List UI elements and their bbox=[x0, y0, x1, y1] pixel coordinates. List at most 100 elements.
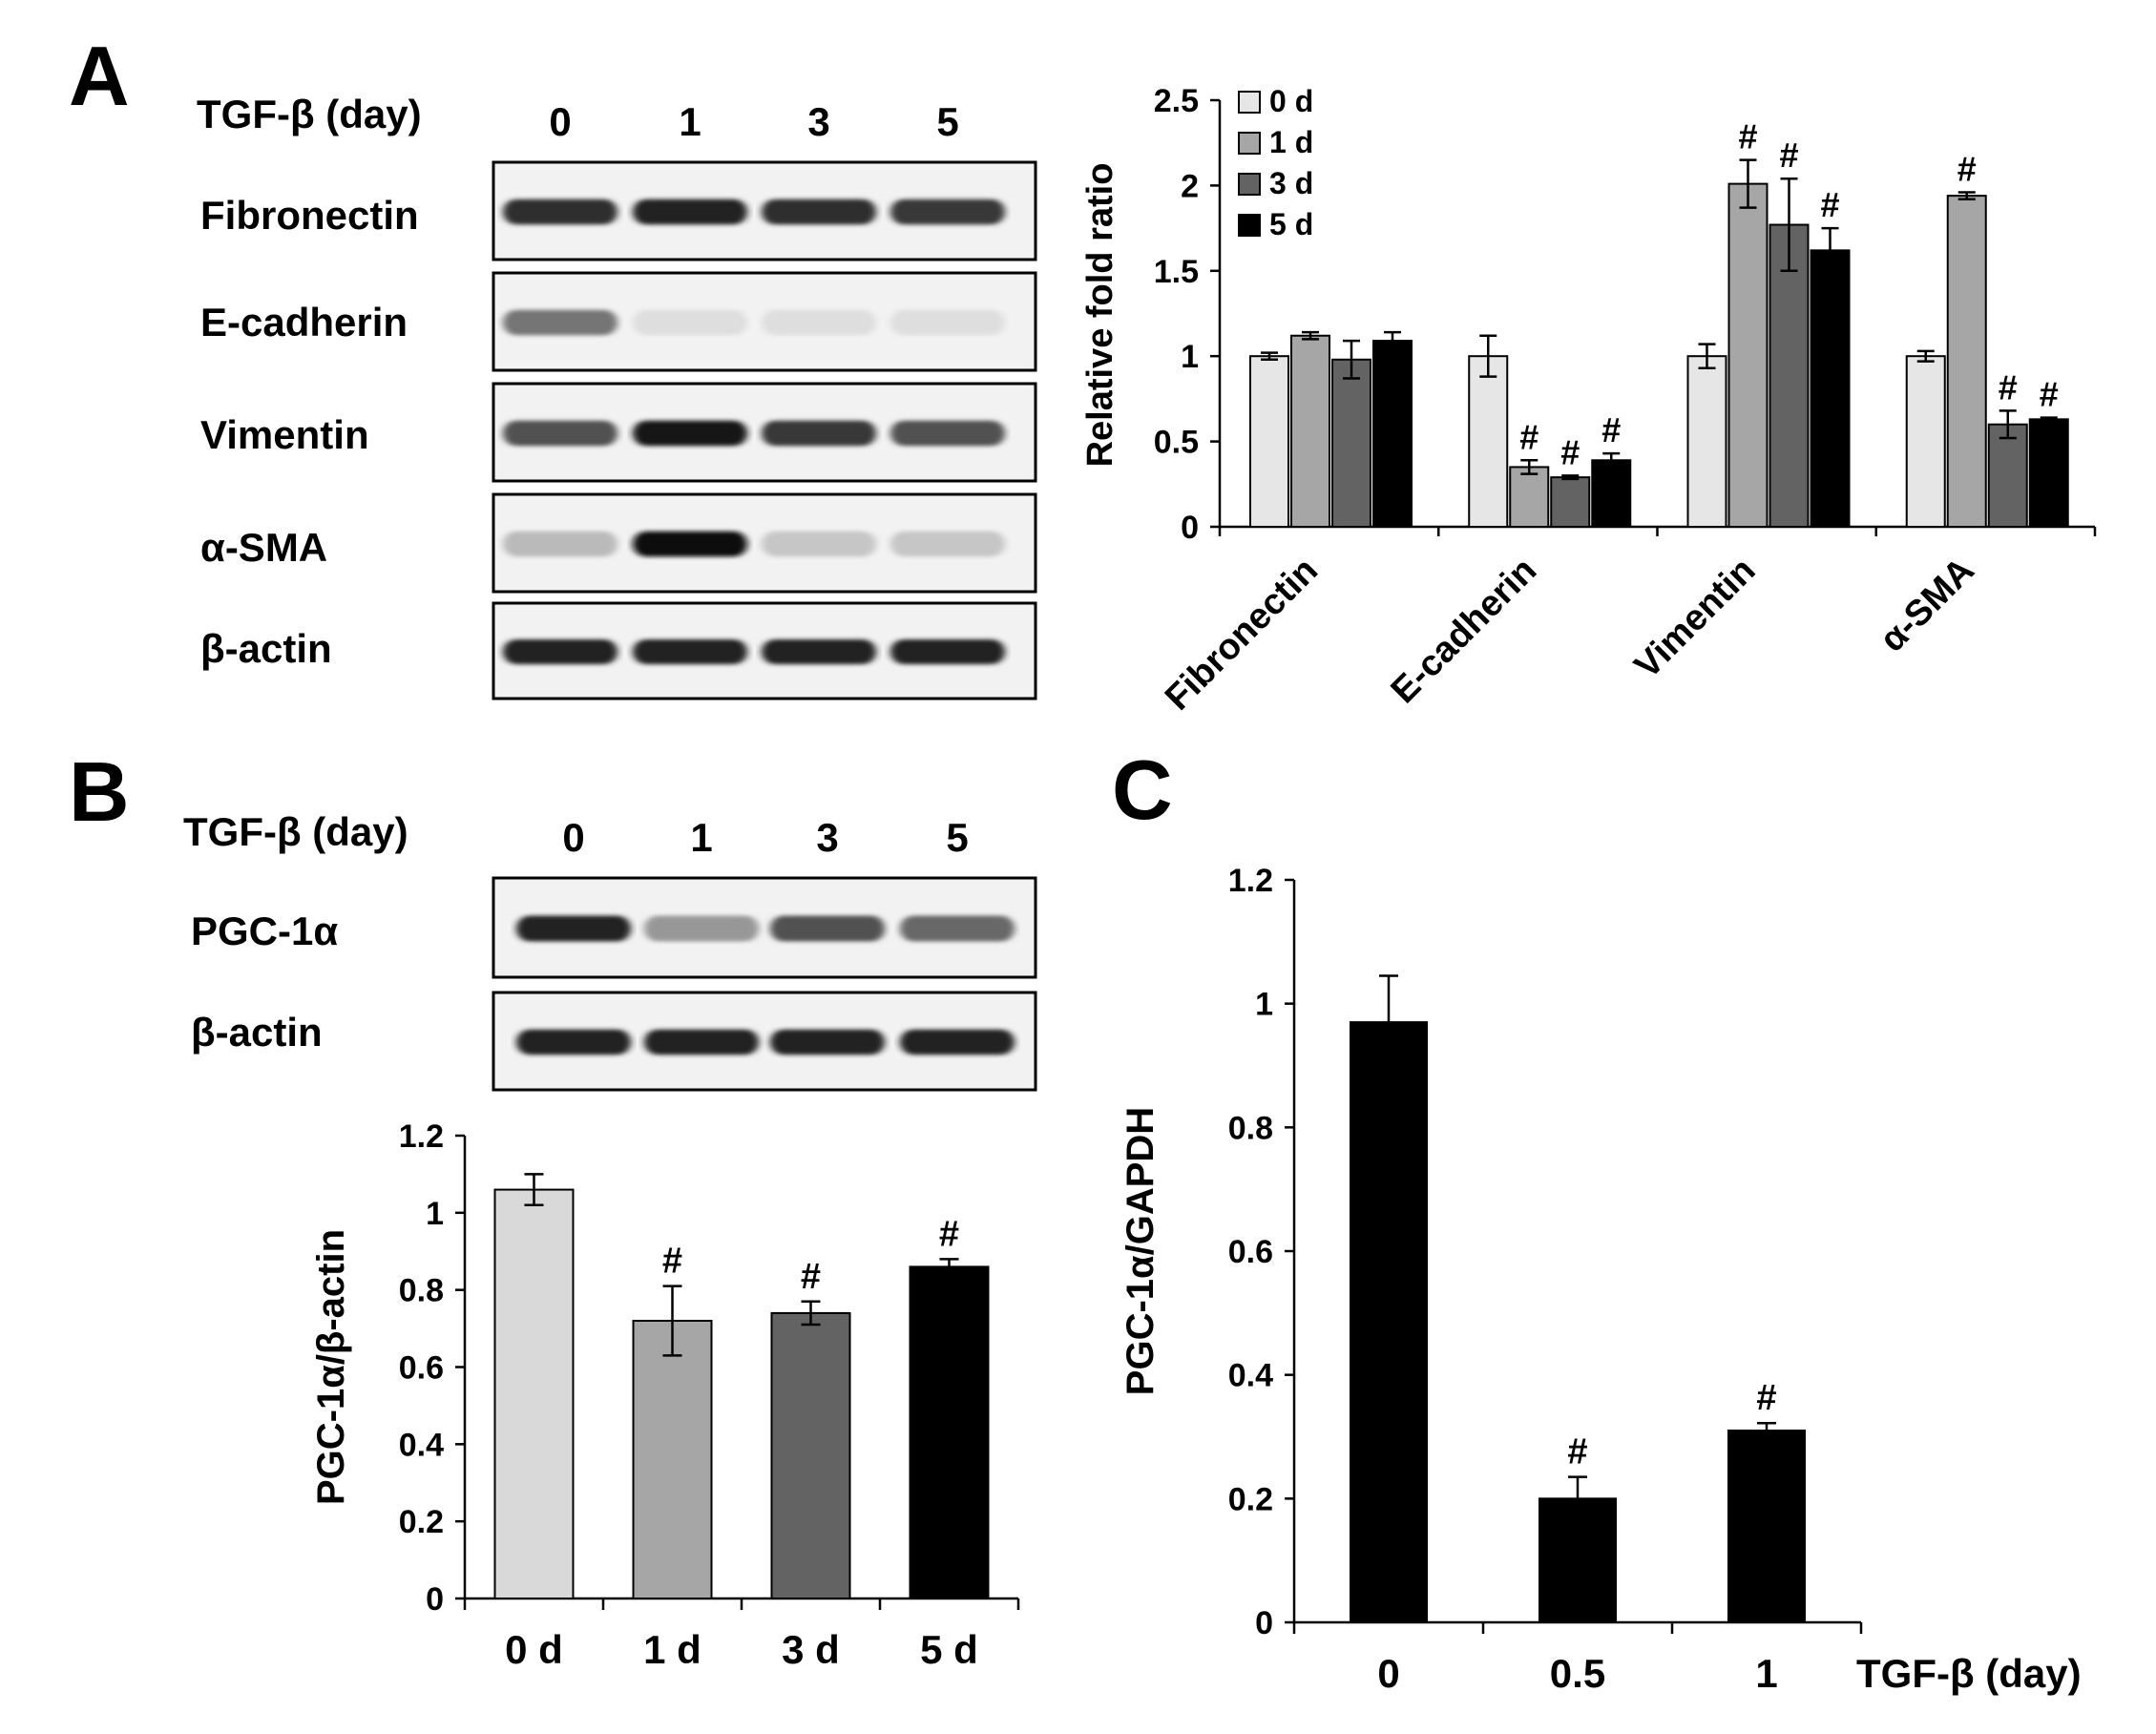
panel-b-western-blot: TGF-β (day) 0 1 3 5 PGC-1α β-actin bbox=[183, 809, 1037, 1092]
y-tick-label: 2.5 bbox=[1154, 83, 1199, 119]
bar-e-cadherin-3-d bbox=[1550, 476, 1591, 529]
bar-vimentin-1-d bbox=[1727, 182, 1769, 528]
blot-band bbox=[503, 420, 617, 447]
significance-mark: # bbox=[1738, 117, 1757, 157]
x-category-label-fibronectin: Fibronectin bbox=[1158, 551, 1326, 719]
significance-mark: # bbox=[2040, 375, 2059, 414]
y-axis-label: Relative fold ratio bbox=[1080, 163, 1120, 468]
x-category-label-e-cadherin: E-cadherin bbox=[1384, 551, 1545, 712]
blot-row-sma: α-SMA bbox=[200, 492, 1037, 594]
bar-1 bbox=[1727, 1430, 1806, 1624]
significance-mark: # bbox=[1820, 185, 1839, 224]
significance-mark: # bbox=[939, 1214, 959, 1254]
y-tick-label: 0.4 bbox=[1228, 1358, 1273, 1394]
blot-band bbox=[503, 639, 617, 664]
bar-3-d bbox=[770, 1311, 851, 1599]
bar-fibronectin-5-d bbox=[1372, 340, 1413, 528]
blot-row-actin: β-actin bbox=[191, 991, 1037, 1092]
blot-row-label: β-actin bbox=[200, 626, 332, 671]
y-tick-label: 0 bbox=[426, 1581, 444, 1618]
significance-mark: # bbox=[1601, 410, 1621, 449]
bar-e-cadherin-1-d bbox=[1509, 466, 1550, 529]
legend-swatch-5-d bbox=[1238, 214, 1261, 237]
bar-0 bbox=[1350, 1021, 1428, 1624]
legend-label-1-d: 1 d bbox=[1269, 125, 1313, 159]
panel-b-bar-chart: 0 0.2 0.4 0.6 0.8 1 1.2 PGC-1α/β-actin 0 d #1 d #3… bbox=[310, 1118, 1020, 1672]
blot-band bbox=[890, 198, 1005, 225]
y-tick-label: 0.6 bbox=[399, 1350, 444, 1387]
blot-lane-label-3: 3 bbox=[816, 815, 838, 860]
bar-e-cadherin-5-d bbox=[1591, 459, 1632, 529]
bar-vimentin-0-d bbox=[1686, 355, 1727, 529]
y-tick-label: 0.6 bbox=[1228, 1234, 1273, 1270]
blot-band bbox=[516, 1029, 631, 1055]
significance-mark: # bbox=[662, 1242, 682, 1282]
bar-sma-5-d bbox=[2028, 418, 2069, 528]
bar-fibronectin-3-d bbox=[1331, 358, 1371, 528]
blot-band bbox=[762, 420, 876, 447]
blot-band bbox=[644, 915, 759, 942]
x-category-label-0-d: 0 d bbox=[505, 1627, 563, 1672]
significance-mark: # bbox=[1756, 1378, 1776, 1418]
significance-mark: # bbox=[801, 1257, 821, 1297]
blot-band bbox=[762, 198, 876, 225]
x-category-label-vimentin: Vimentin bbox=[1627, 551, 1764, 687]
significance-mark: # bbox=[1957, 150, 1977, 189]
y-tick-label: 1 bbox=[1255, 987, 1273, 1023]
y-tick-label: 0.2 bbox=[1228, 1481, 1273, 1517]
y-tick-label: 2 bbox=[1181, 168, 1199, 204]
x-category-label-0-5: 0.5 bbox=[1550, 1651, 1605, 1696]
bar-5-d bbox=[909, 1265, 990, 1599]
bar-1-d bbox=[632, 1320, 713, 1599]
blot-row-label: PGC-1α bbox=[191, 909, 338, 953]
y-tick-label: 1.2 bbox=[1228, 863, 1273, 899]
blot-band bbox=[770, 1029, 885, 1055]
x-category-label-1-d: 1 d bbox=[643, 1627, 701, 1672]
blot-band bbox=[503, 309, 617, 336]
y-tick-label: 0 bbox=[1181, 510, 1199, 546]
bar-fibronectin-1-d bbox=[1290, 334, 1330, 528]
blot-band bbox=[503, 531, 617, 557]
legend-swatch-0-d bbox=[1238, 91, 1261, 114]
blot-band bbox=[633, 198, 747, 225]
legend-swatch-3-d bbox=[1238, 173, 1261, 196]
y-axis-label: PGC-1α/β-actin bbox=[310, 1229, 352, 1505]
blot-lane-label-5: 5 bbox=[946, 815, 968, 860]
blot-band bbox=[644, 1029, 759, 1055]
panel-label-b: B bbox=[69, 744, 130, 839]
legend-swatch-1-d bbox=[1238, 132, 1261, 155]
blot-b-header-label: TGF-β (day) bbox=[183, 809, 408, 854]
panel-label-a: A bbox=[69, 29, 130, 123]
blot-lane-label-0: 0 bbox=[549, 99, 571, 144]
bar-sma-3-d bbox=[1987, 423, 2028, 528]
blot-band bbox=[900, 1029, 1015, 1055]
blot-a-header-label: TGF-β (day) bbox=[197, 92, 422, 136]
bar-fibronectin-0-d bbox=[1249, 355, 1289, 529]
y-tick-label: 1.5 bbox=[1154, 254, 1199, 290]
legend-label-0-d: 0 d bbox=[1269, 84, 1313, 118]
bar-0-d bbox=[493, 1188, 575, 1600]
blot-row-label: α-SMA bbox=[200, 525, 327, 570]
blot-row-label: E-cadherin bbox=[200, 300, 408, 345]
bar-vimentin-5-d bbox=[1810, 249, 1851, 528]
blot-band bbox=[633, 639, 747, 664]
bar-sma-1-d bbox=[1946, 195, 1987, 529]
blot-band bbox=[633, 420, 747, 447]
panel-a-bar-chart: 0 0.5 1 1.5 2 2.5 Relative fold ratio Fibronect… bbox=[1080, 83, 2097, 719]
x-category-label-0: 0 bbox=[1377, 1651, 1399, 1696]
significance-mark: # bbox=[1560, 432, 1580, 471]
blot-row-actin: β-actin bbox=[200, 601, 1037, 700]
y-tick-label: 1 bbox=[426, 1196, 444, 1232]
significance-mark: # bbox=[1779, 136, 1798, 175]
y-tick-label: 0.8 bbox=[1228, 1110, 1273, 1146]
blot-band bbox=[890, 531, 1005, 557]
blot-band bbox=[890, 639, 1005, 664]
x-category-label-1: 1 bbox=[1755, 1651, 1777, 1696]
blot-band bbox=[762, 639, 876, 664]
blot-row-vimentin: Vimentin bbox=[200, 382, 1037, 483]
x-axis-label: TGF-β (day) bbox=[1856, 1651, 2082, 1696]
x-category-label-5-d: 5 d bbox=[920, 1627, 978, 1672]
bar-e-cadherin-0-d bbox=[1468, 355, 1509, 529]
